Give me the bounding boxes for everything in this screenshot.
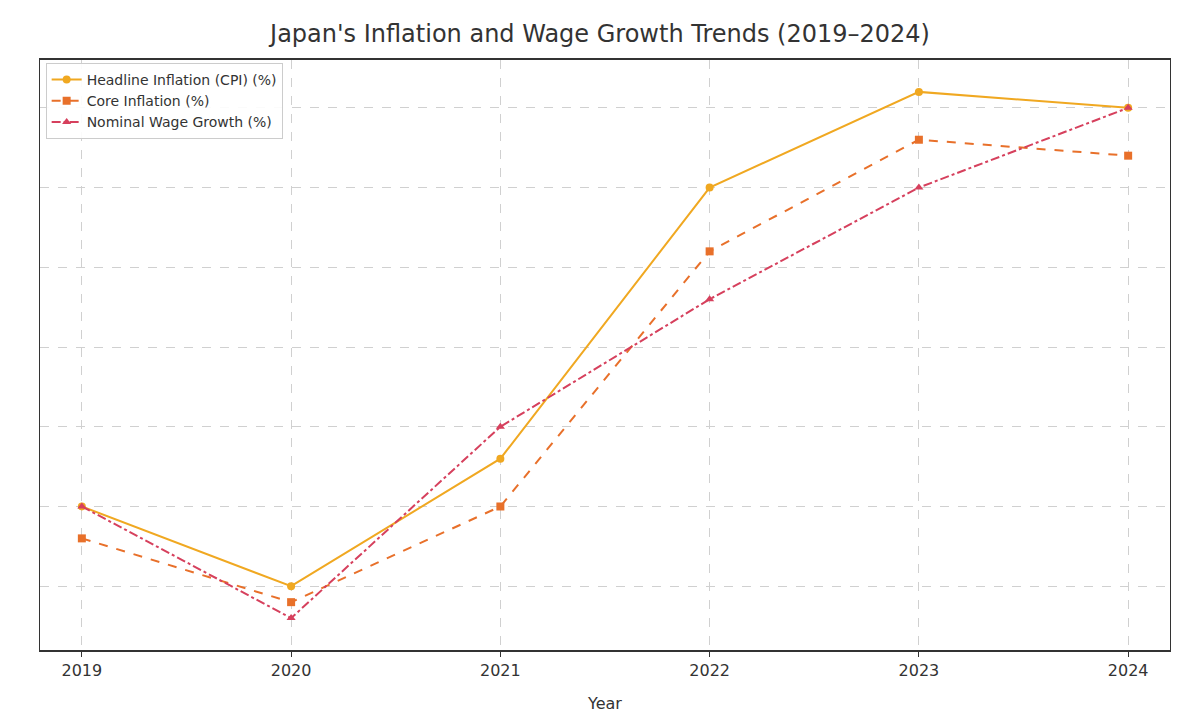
svg-text:Japan's Inflation and Wage Gro: Japan's Inflation and Wage Growth Trends…	[268, 20, 930, 48]
svg-text:2023: 2023	[899, 661, 940, 680]
svg-text:Headline Inflation (CPI) (%): Headline Inflation (CPI) (%)	[87, 72, 277, 88]
svg-text:2020: 2020	[271, 661, 312, 680]
svg-text:Core Inflation (%): Core Inflation (%)	[87, 93, 210, 109]
svg-text:Year: Year	[587, 694, 622, 713]
svg-text:2024: 2024	[1108, 661, 1149, 680]
svg-text:2022: 2022	[689, 661, 730, 680]
svg-text:Nominal Wage Growth (%): Nominal Wage Growth (%)	[87, 114, 272, 130]
svg-text:2019: 2019	[61, 661, 102, 680]
svg-text:2021: 2021	[480, 661, 521, 680]
